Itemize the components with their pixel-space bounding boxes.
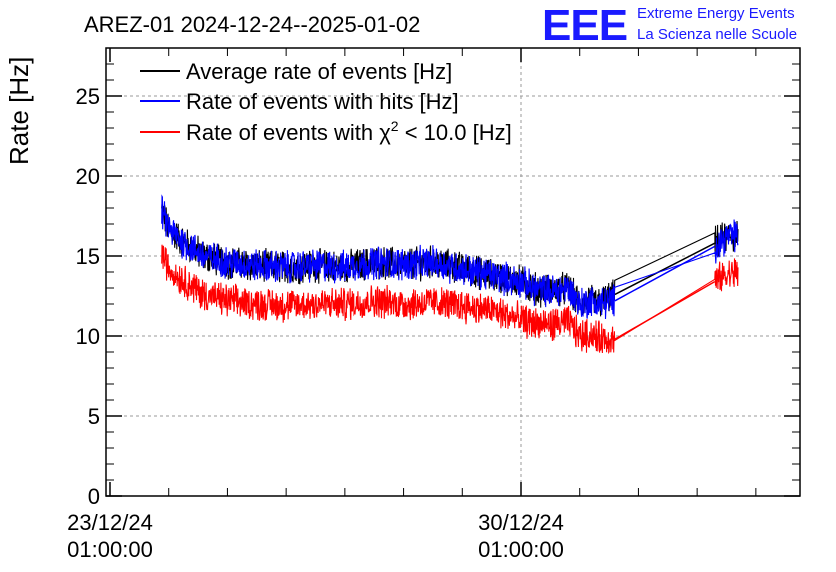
y-tick-label: 0 bbox=[88, 484, 100, 509]
y-tick-label: 15 bbox=[76, 244, 100, 269]
legend-label-average: Average rate of events [Hz] bbox=[186, 59, 452, 84]
chart-title: AREZ-01 2024-12-24--2025-01-02 bbox=[84, 12, 420, 37]
axis-ticks: 051015202523/12/2401:00:0030/12/2401:00:… bbox=[67, 47, 800, 562]
y-axis-title: Rate [Hz] bbox=[4, 57, 34, 165]
grid-lines bbox=[106, 48, 800, 496]
y-tick-label: 10 bbox=[76, 324, 100, 349]
y-tick-label: 25 bbox=[76, 84, 100, 109]
series-gap-connector-0 bbox=[614, 242, 716, 296]
series-gap-connector-1 bbox=[614, 245, 716, 302]
x-tick-label-time: 01:00:00 bbox=[67, 537, 153, 562]
eee-logo-line2: La Scienza nelle Scuole bbox=[637, 26, 797, 43]
legend: Average rate of events [Hz] Rate of even… bbox=[140, 59, 512, 145]
y-tick-label: 5 bbox=[88, 404, 100, 429]
x-tick-label-date: 30/12/24 bbox=[478, 510, 564, 535]
legend-label-hits: Rate of events with hits [Hz] bbox=[186, 89, 459, 114]
y-tick-label: 20 bbox=[76, 164, 100, 189]
x-tick-label-time: 01:00:00 bbox=[478, 537, 564, 562]
series-layer bbox=[161, 194, 739, 355]
series-line-2 bbox=[161, 244, 739, 355]
series-line-1 bbox=[161, 194, 739, 320]
eee-logo: EEE Extreme Energy Events La Scienza nel… bbox=[542, 1, 797, 50]
legend-label-chi2: Rate of events with χ2 < 10.0 [Hz] bbox=[186, 118, 512, 145]
x-tick-label-date: 23/12/24 bbox=[67, 510, 153, 535]
eee-logo-line1: Extreme Energy Events bbox=[637, 5, 795, 22]
eee-logo-letters: EEE bbox=[542, 1, 627, 50]
series-gap-connector-2 bbox=[614, 280, 716, 340]
